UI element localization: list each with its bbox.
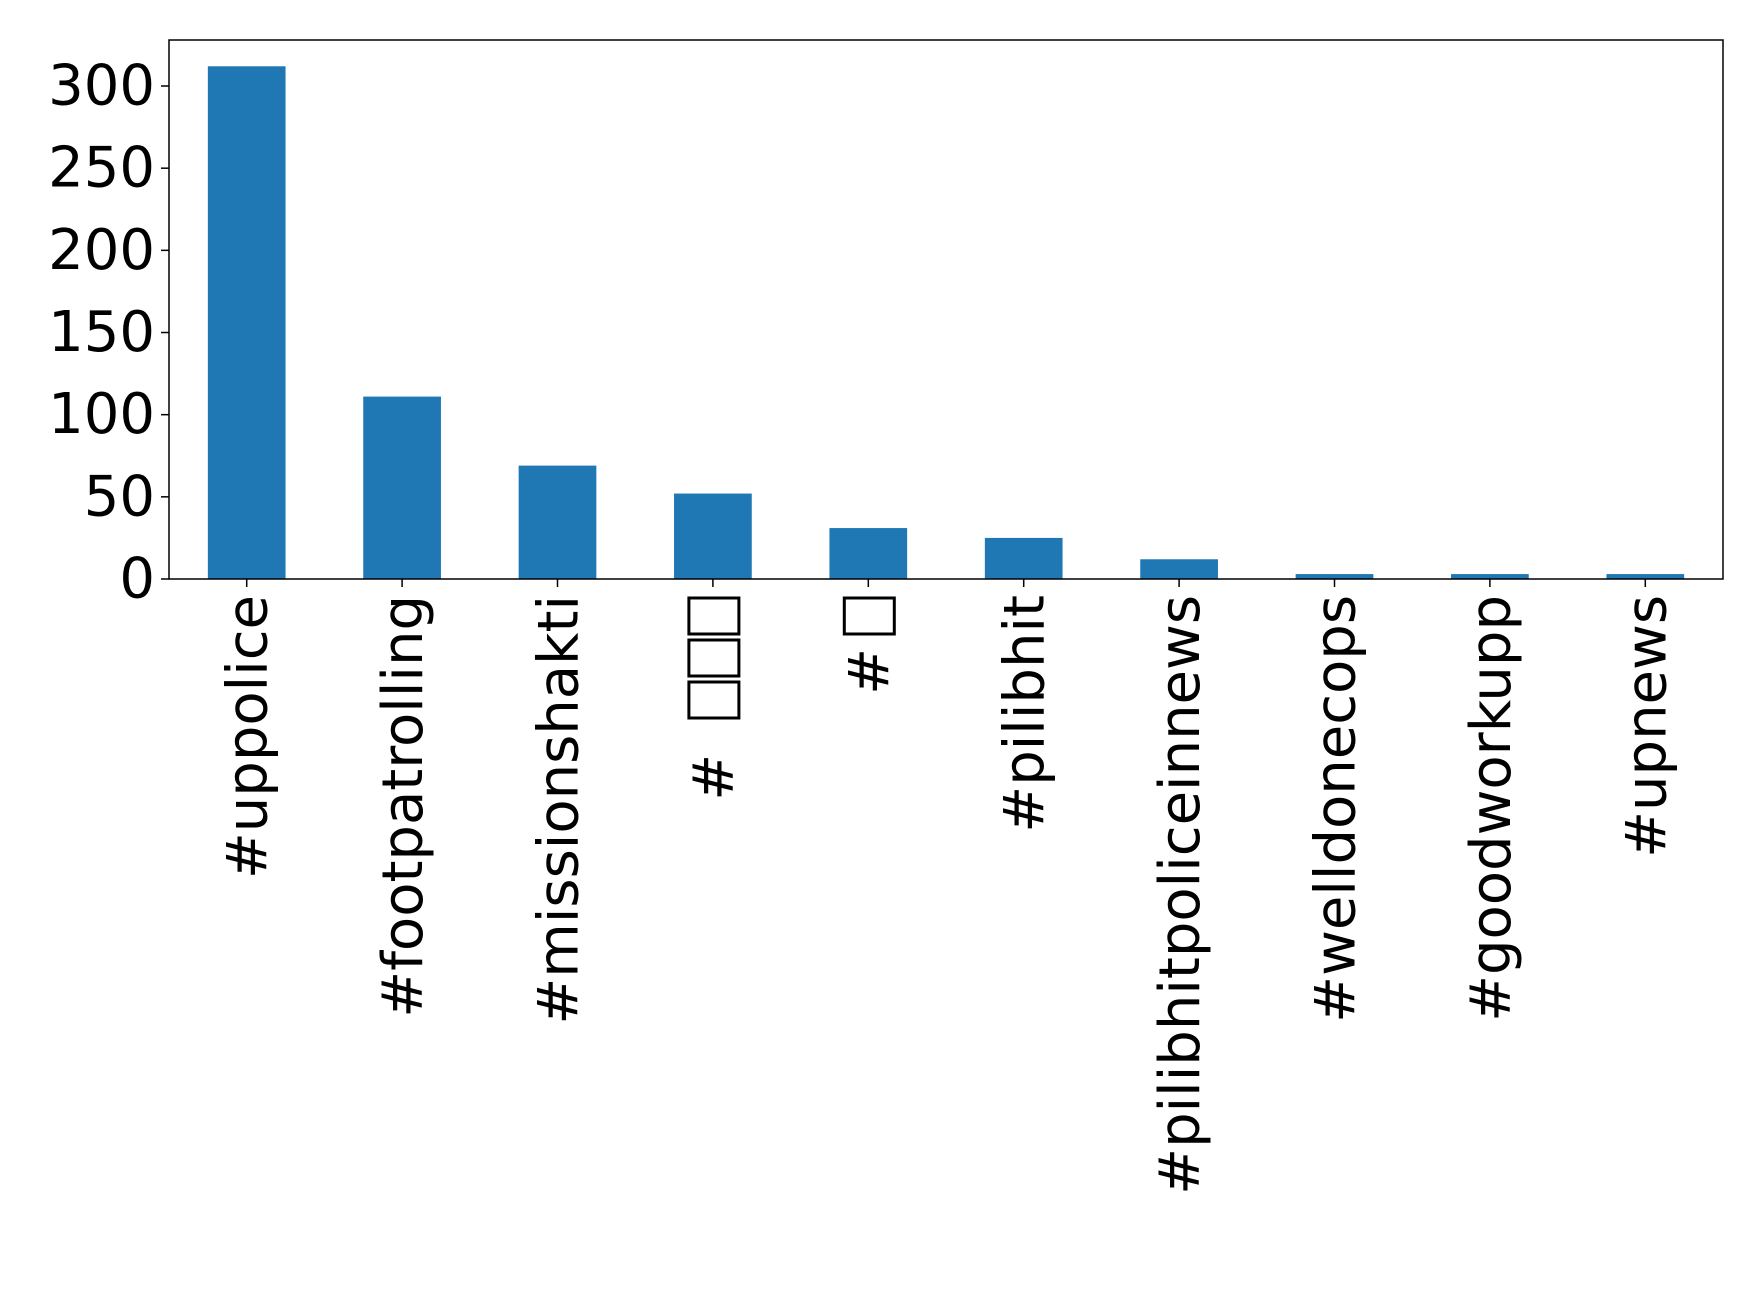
y-tick-label: 0 xyxy=(119,547,155,612)
bar xyxy=(363,396,441,579)
x-tick-label: #uppolice xyxy=(216,595,281,879)
bar xyxy=(518,465,597,579)
x-tick-label: #upnews xyxy=(1614,595,1679,858)
x-tick-label: #footpatrolling xyxy=(371,595,436,1018)
x-tick-label: #pilibhit xyxy=(993,595,1058,833)
y-tick-label: 50 xyxy=(84,464,155,529)
missing-glyph-boxes xyxy=(687,596,741,720)
y-axis: 0 50 100 150 200 250 300 xyxy=(48,54,169,612)
bar xyxy=(1606,574,1685,579)
missing-glyph-box xyxy=(687,638,741,678)
missing-glyph-boxes xyxy=(842,596,896,636)
bar xyxy=(984,537,1063,579)
y-tick-label: 150 xyxy=(48,300,155,365)
bar xyxy=(1295,574,1374,579)
bars-layer xyxy=(207,66,1685,580)
bar xyxy=(207,66,286,580)
x-axis: #uppolice #footpatrolling #missionshakti #□… xyxy=(216,579,1679,1195)
bar xyxy=(1140,559,1218,579)
x-tick-label: #missionshakti xyxy=(527,595,592,1025)
bar xyxy=(1451,574,1529,579)
bar xyxy=(829,528,908,579)
missing-glyph-box xyxy=(687,596,741,636)
bar xyxy=(674,493,752,579)
y-tick-label: 200 xyxy=(48,218,155,283)
missing-glyph-box xyxy=(687,680,741,720)
y-tick-label: 250 xyxy=(48,136,155,201)
x-tick-label: #welldonecops xyxy=(1304,595,1369,1023)
x-tick-label: #pilibhitpoliceinnews xyxy=(1148,595,1213,1195)
y-tick-label: 100 xyxy=(48,382,155,447)
x-tick-label: #goodworkupp xyxy=(1459,595,1524,1022)
plot-frame xyxy=(168,39,1724,580)
y-tick-label: 300 xyxy=(48,54,155,119)
missing-glyph-box xyxy=(842,596,896,636)
x-tick-label: #□□□ xyxy=(682,595,747,801)
x-tick-label: #□ xyxy=(837,595,902,695)
